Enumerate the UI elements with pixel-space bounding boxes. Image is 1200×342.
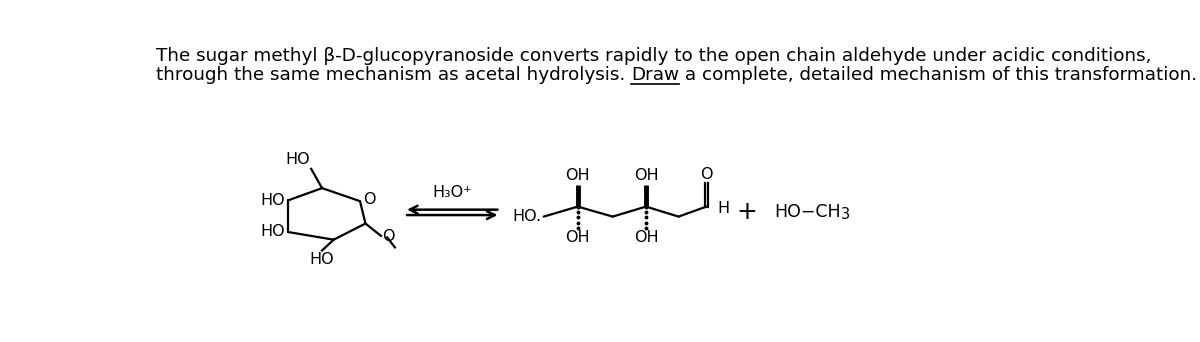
Text: OH: OH bbox=[634, 230, 659, 245]
Text: O: O bbox=[701, 167, 713, 182]
Text: HO: HO bbox=[260, 193, 284, 208]
Text: HO.: HO. bbox=[512, 209, 541, 224]
Text: H₃O⁺: H₃O⁺ bbox=[432, 185, 472, 200]
Text: Draw: Draw bbox=[631, 66, 679, 84]
Text: HO: HO bbox=[310, 252, 335, 267]
Text: +: + bbox=[737, 200, 757, 224]
Text: 3: 3 bbox=[840, 207, 850, 222]
Text: through the same mechanism as acetal hydrolysis.: through the same mechanism as acetal hyd… bbox=[156, 66, 631, 84]
Text: O: O bbox=[364, 192, 376, 207]
Text: HO: HO bbox=[260, 224, 284, 239]
Text: O: O bbox=[382, 229, 395, 244]
Text: OH: OH bbox=[565, 169, 590, 184]
Text: OH: OH bbox=[565, 230, 590, 245]
Text: The sugar methyl β-D-glucopyranoside converts rapidly to the open chain aldehyde: The sugar methyl β-D-glucopyranoside con… bbox=[156, 47, 1152, 65]
Text: HO: HO bbox=[286, 152, 310, 167]
Text: OH: OH bbox=[634, 169, 659, 184]
Text: HO−CH: HO−CH bbox=[774, 203, 840, 221]
Text: a complete, detailed mechanism of this transformation.: a complete, detailed mechanism of this t… bbox=[679, 66, 1198, 84]
Text: H: H bbox=[718, 201, 730, 216]
